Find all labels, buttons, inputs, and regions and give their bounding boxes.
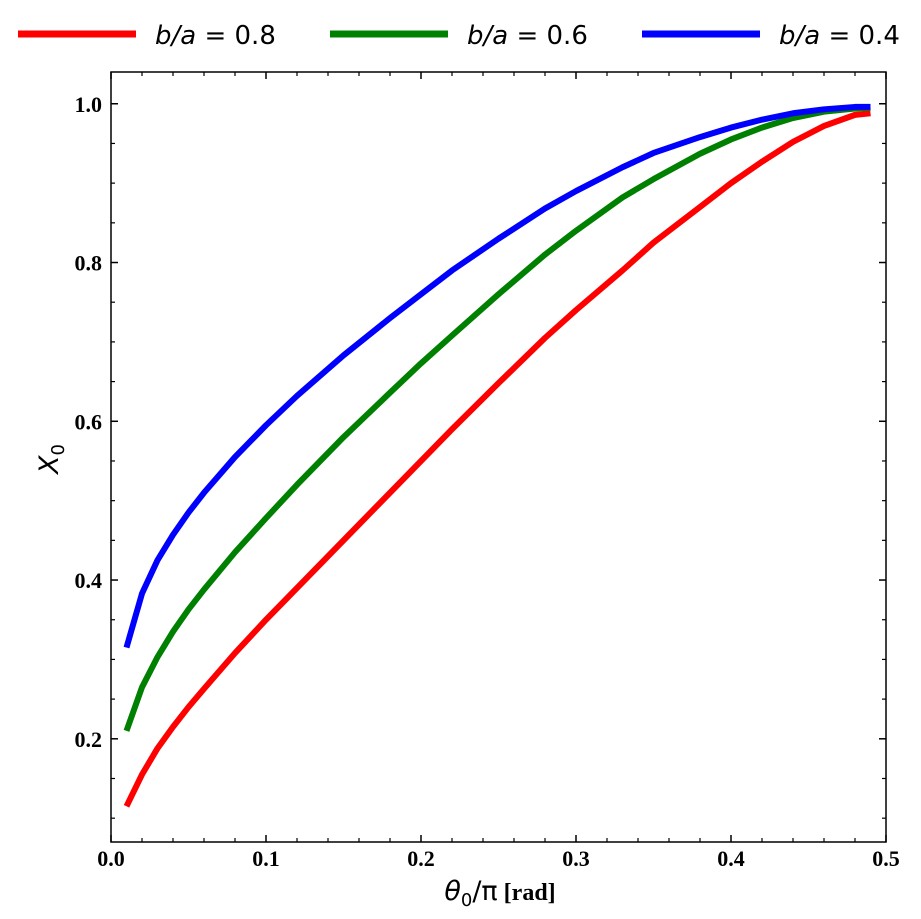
- series-line-2: [123, 103, 871, 649]
- legend-label-1: b/a = 0.6: [467, 21, 588, 51]
- legend-label-2: b/a = 0.4: [779, 21, 900, 51]
- y-axis-label: X0: [34, 444, 69, 476]
- x-tick-label: 0.2: [407, 846, 435, 871]
- y-tick-label: 0.6: [75, 409, 103, 434]
- x-axis-label: θ0/π [rad]: [444, 876, 555, 911]
- x-tick-label: 0.0: [97, 846, 125, 871]
- legend: b/a = 0.8 b/a = 0.6 b/a = 0.4: [18, 21, 900, 51]
- y-tick-label: 1.0: [75, 92, 103, 117]
- x-tick-label: 0.1: [252, 846, 280, 871]
- ticks: 0.0 0.1 0.2 0.3 0.4 0.5 0.2 0.4 0.6 0.8 1.0: [75, 72, 900, 871]
- x-tick-label: 0.5: [872, 846, 900, 871]
- y-tick-label: 0.8: [75, 251, 103, 276]
- y-tick-label: 0.4: [75, 568, 103, 593]
- x-tick-label: 0.4: [717, 846, 745, 871]
- x-tick-label: 0.3: [562, 846, 590, 871]
- series-line-0: [123, 110, 871, 808]
- series-line-1: [123, 104, 871, 732]
- y-tick-label: 0.2: [75, 727, 103, 752]
- axes: [110, 71, 887, 843]
- plot-frame: [110, 71, 887, 843]
- legend-label-0: b/a = 0.8: [155, 21, 276, 51]
- series-group: [123, 103, 871, 808]
